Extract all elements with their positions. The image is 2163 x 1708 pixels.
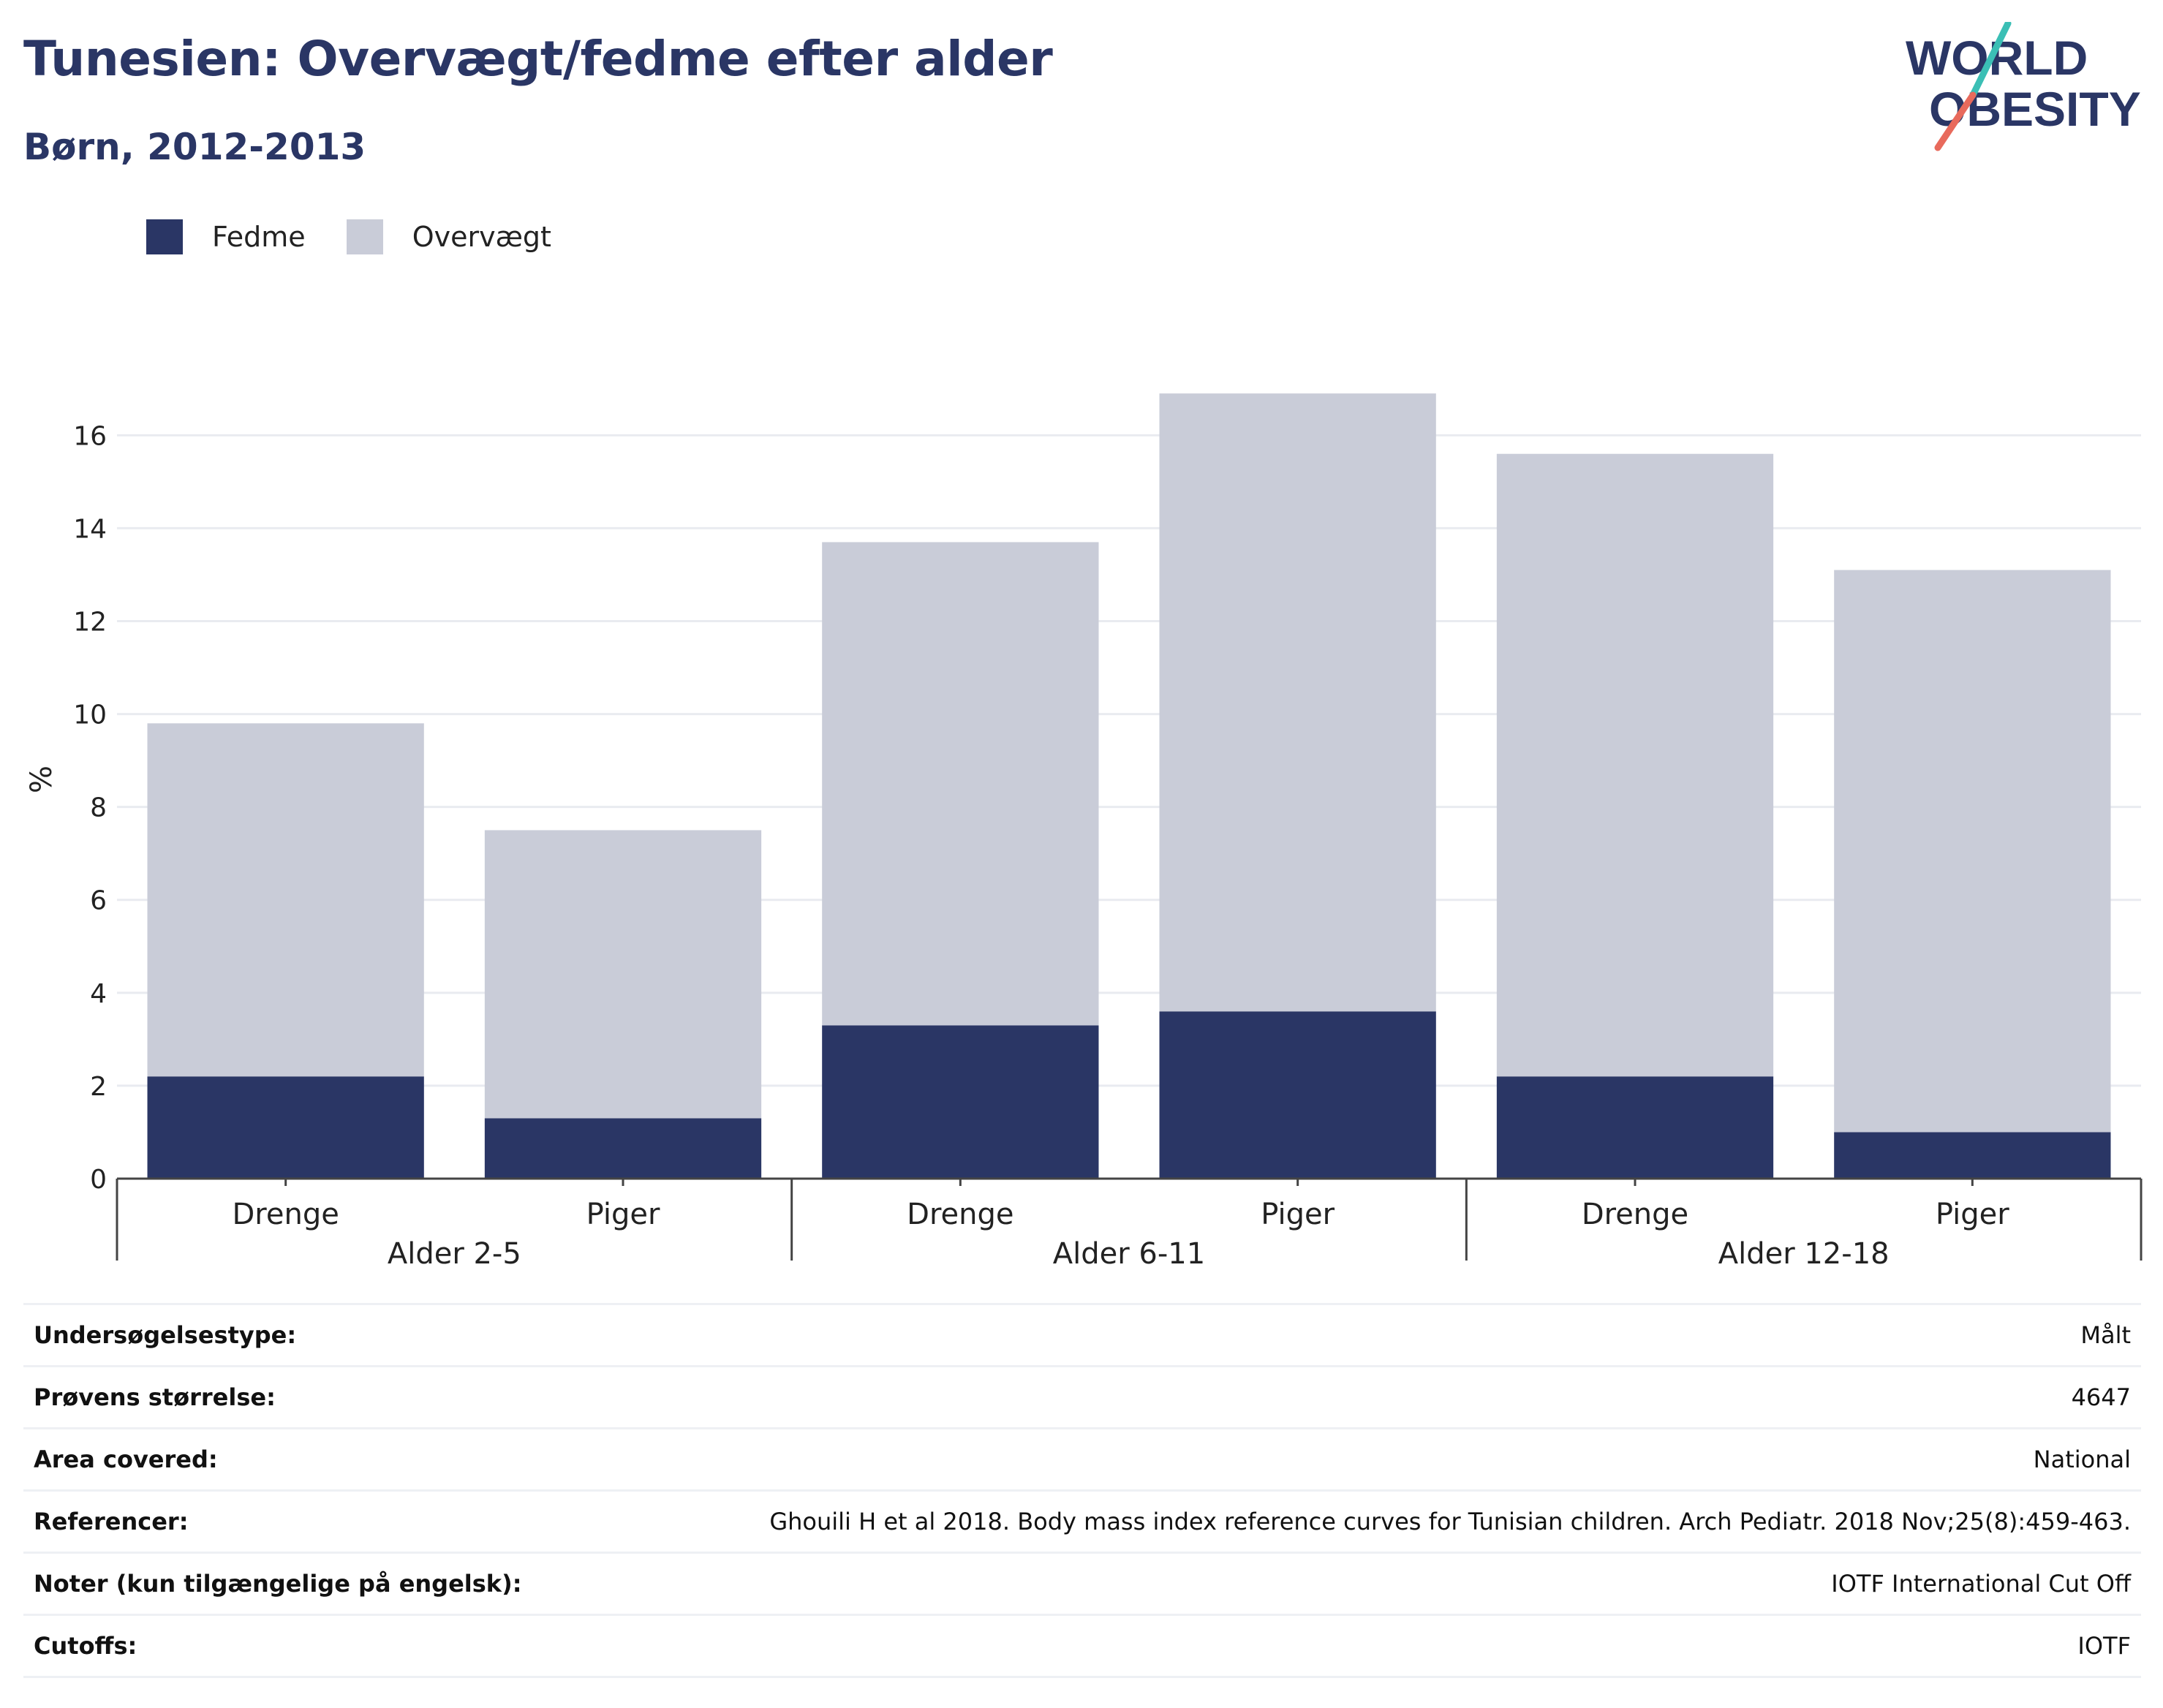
bar-overvaegt (1496, 453, 1774, 1077)
y-tick-label: 4 (90, 979, 107, 1009)
world-obesity-logo: WORLD OBESITY (1906, 22, 2141, 151)
info-table: Undersøgelsestype: Målt Prøvens størrels… (23, 1303, 2141, 1678)
info-row: Cutoffs: IOTF (23, 1614, 2141, 1678)
info-key: Cutoffs: (23, 1614, 594, 1678)
x-group-label: Alder 12-18 (1718, 1237, 1890, 1271)
y-axis-label: % (25, 766, 58, 793)
x-tick-label: Piger (586, 1198, 660, 1231)
bar-chart: 0 2 4 6 8 10 12 14 16% Drenge Piger Drenge Piger Dren… (25, 393, 2143, 1271)
y-tick-label: 0 (90, 1165, 107, 1195)
logo-slash-teal (1969, 22, 2012, 99)
legend-label-fedme: Fedme (212, 221, 306, 253)
y-tick-label: 14 (73, 514, 107, 544)
bar-overvaegt (147, 723, 424, 1077)
legend-label-overvaegt: Overvægt (412, 221, 551, 253)
y-tick-label: 8 (90, 793, 107, 823)
x-tick-label: Piger (1936, 1198, 2009, 1231)
info-row: Undersøgelsestype: Målt (23, 1303, 2141, 1367)
info-value: Målt (593, 1303, 2141, 1367)
info-row: Area covered: National (23, 1427, 2141, 1491)
y-tick-label: 2 (90, 1072, 107, 1102)
logo-slash-coral (1934, 91, 1977, 151)
bar-overvaegt (1834, 570, 2111, 1133)
x-group-label: Alder 2-5 (388, 1237, 521, 1271)
bar-overvaegt (484, 830, 762, 1119)
info-key: Prøvens størrelse: (23, 1365, 594, 1429)
info-key: Referencer: (23, 1489, 594, 1553)
y-tick-label: 12 (73, 607, 107, 637)
bar-overvaegt (1159, 393, 1436, 1012)
x-group-label: Alder 6-11 (1053, 1237, 1205, 1271)
info-key: Noter (kun tilgængelige på engelsk): (23, 1552, 594, 1615)
info-value: IOTF (593, 1614, 2141, 1678)
bar-overvaegt (822, 542, 1099, 1026)
info-key: Undersøgelsestype: (23, 1303, 594, 1367)
info-value: IOTF International Cut Off (593, 1552, 2141, 1615)
info-value: Ghouili H et al 2018. Body mass index re… (593, 1489, 2141, 1553)
chart-subtitle: Børn, 2012-2013 (23, 126, 366, 168)
bar-fedme (1834, 1132, 2111, 1179)
y-tick-label: 10 (73, 700, 107, 730)
legend-swatch-overvaegt (346, 219, 383, 254)
info-value: 4647 (593, 1365, 2141, 1429)
x-tick-label: Drenge (907, 1198, 1013, 1231)
x-tick-label: Drenge (1582, 1198, 1688, 1231)
info-value: National (593, 1427, 2141, 1491)
legend-item-overvaegt[interactable]: Overvægt (346, 219, 551, 254)
bar-fedme (147, 1076, 424, 1179)
x-tick-label: Drenge (233, 1198, 339, 1231)
info-row: Noter (kun tilgængelige på engelsk): IOT… (23, 1552, 2141, 1615)
bar-fedme (1159, 1011, 1436, 1179)
legend-item-fedme[interactable]: Fedme (146, 219, 306, 254)
bar-fedme (822, 1025, 1099, 1179)
info-key: Area covered: (23, 1427, 594, 1491)
legend-swatch-fedme (146, 219, 183, 254)
y-tick-label: 16 (73, 421, 107, 451)
chart-title: Tunesien: Overvægt/fedme efter alder (23, 31, 1053, 87)
chart-legend: Fedme Overvægt (146, 216, 592, 257)
x-tick-label: Piger (1261, 1198, 1335, 1231)
y-tick-label: 6 (90, 886, 107, 916)
bar-fedme (484, 1118, 762, 1179)
info-row: Prøvens størrelse: 4647 (23, 1365, 2141, 1429)
info-row: Referencer: Ghouili H et al 2018. Body m… (23, 1489, 2141, 1553)
bar-fedme (1496, 1076, 1774, 1179)
